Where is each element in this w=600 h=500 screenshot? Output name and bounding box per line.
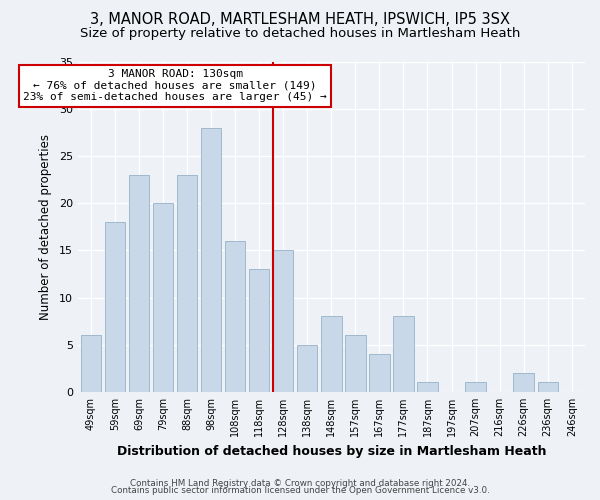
Bar [177, 175, 197, 392]
Y-axis label: Number of detached properties: Number of detached properties [38, 134, 52, 320]
Bar [104, 222, 125, 392]
Bar [466, 382, 486, 392]
Text: 3 MANOR ROAD: 130sqm
← 76% of detached houses are smaller (149)
23% of semi-deta: 3 MANOR ROAD: 130sqm ← 76% of detached h… [23, 69, 327, 102]
Bar [129, 175, 149, 392]
Bar [538, 382, 558, 392]
Bar [249, 269, 269, 392]
Bar [321, 316, 341, 392]
Bar [80, 336, 101, 392]
Bar [273, 250, 293, 392]
Bar [153, 203, 173, 392]
Bar [225, 241, 245, 392]
Bar [514, 373, 534, 392]
Bar [369, 354, 389, 392]
Bar [345, 336, 365, 392]
Text: Size of property relative to detached houses in Martlesham Heath: Size of property relative to detached ho… [80, 28, 520, 40]
Bar [417, 382, 438, 392]
Text: Contains public sector information licensed under the Open Government Licence v3: Contains public sector information licen… [110, 486, 490, 495]
Bar [297, 344, 317, 392]
X-axis label: Distribution of detached houses by size in Martlesham Heath: Distribution of detached houses by size … [116, 444, 546, 458]
Text: Contains HM Land Registry data © Crown copyright and database right 2024.: Contains HM Land Registry data © Crown c… [130, 478, 470, 488]
Text: 3, MANOR ROAD, MARTLESHAM HEATH, IPSWICH, IP5 3SX: 3, MANOR ROAD, MARTLESHAM HEATH, IPSWICH… [90, 12, 510, 28]
Bar [393, 316, 413, 392]
Bar [201, 128, 221, 392]
